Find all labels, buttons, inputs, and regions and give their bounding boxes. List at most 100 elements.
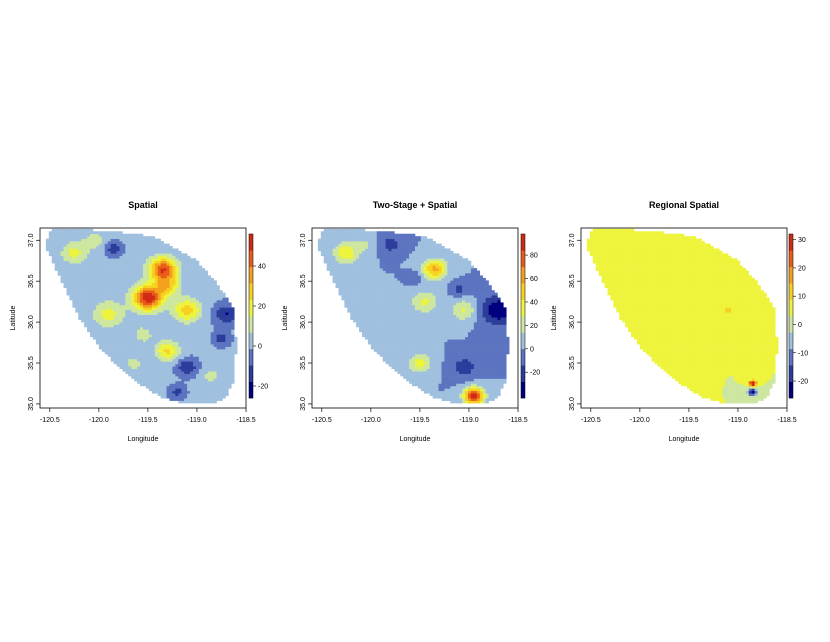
heatmap-cell bbox=[204, 378, 209, 382]
heatmap-cell bbox=[420, 258, 425, 262]
heatmap-cell bbox=[128, 349, 132, 352]
heatmap-cell bbox=[90, 241, 94, 244]
heatmap-cell bbox=[207, 319, 211, 323]
heatmap-cell bbox=[376, 297, 380, 301]
heatmap-cell bbox=[110, 282, 114, 286]
heatmap-cell bbox=[388, 250, 392, 254]
heatmap-cell bbox=[228, 378, 232, 382]
heatmap-cell bbox=[195, 317, 200, 320]
heatmap-cell bbox=[435, 336, 439, 340]
heatmap-cell bbox=[72, 302, 76, 306]
heatmap-cell bbox=[323, 238, 328, 242]
heatmap-cell bbox=[409, 339, 413, 343]
heatmap-cell bbox=[426, 280, 431, 284]
heatmap-cell bbox=[90, 319, 94, 323]
heatmap-cell bbox=[429, 314, 433, 318]
heatmap-cell bbox=[175, 334, 179, 338]
heatmap-cell bbox=[388, 334, 392, 338]
heatmap-cell bbox=[198, 334, 203, 338]
heatmap-cell bbox=[178, 290, 182, 293]
heatmap-cell bbox=[81, 233, 85, 237]
heatmap-cell bbox=[169, 329, 173, 333]
heatmap-cell bbox=[350, 236, 354, 239]
heatmap-cell bbox=[181, 300, 185, 303]
heatmap-cell bbox=[412, 295, 416, 298]
heatmap-cell bbox=[148, 302, 153, 306]
heatmap-cell bbox=[84, 324, 88, 328]
heatmap-cell bbox=[388, 253, 392, 257]
heatmap-cell bbox=[166, 295, 170, 298]
heatmap-cell bbox=[87, 322, 91, 325]
heatmap-cell bbox=[344, 275, 348, 279]
heatmap-cell bbox=[195, 349, 200, 352]
heatmap-cell bbox=[128, 250, 132, 254]
heatmap-cell bbox=[119, 307, 123, 311]
heatmap-cell bbox=[201, 270, 206, 274]
heatmap-cell bbox=[225, 297, 229, 301]
heatmap-cell bbox=[320, 248, 325, 252]
heatmap-cell bbox=[417, 248, 422, 252]
heatmap-cell bbox=[181, 255, 185, 259]
heatmap-cell bbox=[423, 238, 428, 242]
heatmap-cell bbox=[225, 393, 229, 397]
heatmap-cell bbox=[409, 309, 413, 313]
heatmap-cell bbox=[415, 270, 419, 274]
heatmap-cell bbox=[429, 356, 433, 360]
heatmap-cell bbox=[429, 253, 433, 257]
heatmap-cell bbox=[148, 277, 153, 281]
heatmap-cell bbox=[201, 358, 206, 362]
heatmap-cell bbox=[143, 383, 147, 387]
heatmap-cell bbox=[110, 290, 114, 293]
heatmap-cell bbox=[104, 231, 108, 235]
heatmap-cell bbox=[134, 238, 138, 242]
heatmap-cell bbox=[169, 351, 173, 355]
heatmap-cell bbox=[426, 373, 431, 377]
heatmap-cell bbox=[163, 297, 167, 301]
heatmap-cell bbox=[137, 260, 141, 264]
heatmap-cell bbox=[172, 270, 176, 274]
heatmap-cell bbox=[388, 258, 392, 262]
heatmap-cell bbox=[48, 243, 53, 247]
heatmap-cell bbox=[116, 233, 120, 237]
heatmap-cell bbox=[110, 317, 114, 320]
heatmap-cell bbox=[231, 361, 235, 365]
heatmap-cell bbox=[391, 255, 395, 259]
heatmap-cell bbox=[190, 334, 194, 338]
heatmap-cell bbox=[131, 265, 135, 269]
heatmap-cell bbox=[400, 255, 404, 259]
heatmap-cell bbox=[435, 329, 439, 333]
heatmap-cell bbox=[329, 228, 333, 232]
heatmap-cell bbox=[125, 358, 129, 362]
heatmap-cell bbox=[72, 282, 76, 286]
heatmap-cell bbox=[432, 366, 436, 370]
heatmap-cell bbox=[87, 309, 91, 313]
heatmap-cell bbox=[98, 287, 103, 291]
heatmap-cell bbox=[172, 373, 176, 377]
heatmap-cell bbox=[350, 314, 354, 318]
heatmap-cell bbox=[90, 260, 94, 264]
heatmap-cell bbox=[104, 314, 108, 318]
heatmap-cell bbox=[400, 361, 404, 365]
heatmap-cell bbox=[157, 346, 161, 350]
heatmap-cell bbox=[379, 248, 383, 252]
heatmap-cell bbox=[122, 282, 126, 286]
heatmap-cell bbox=[376, 307, 380, 311]
heatmap-cell bbox=[78, 304, 82, 308]
heatmap-cell bbox=[385, 304, 389, 308]
heatmap-cell bbox=[417, 241, 422, 244]
heatmap-cell bbox=[154, 295, 159, 298]
heatmap-cell bbox=[198, 312, 203, 316]
heatmap-cell bbox=[116, 248, 120, 252]
heatmap-cell bbox=[417, 297, 422, 301]
heatmap-cell bbox=[140, 263, 144, 266]
heatmap-cell bbox=[382, 297, 386, 301]
heatmap-cell bbox=[417, 273, 422, 276]
heatmap-cell bbox=[78, 290, 82, 293]
heatmap-cell bbox=[95, 238, 100, 242]
heatmap-cell bbox=[154, 381, 159, 384]
heatmap-cell bbox=[92, 265, 97, 269]
heatmap-cell bbox=[394, 250, 398, 254]
heatmap-cell bbox=[90, 233, 94, 237]
heatmap-cell bbox=[426, 312, 431, 316]
heatmap-cell bbox=[119, 260, 123, 264]
